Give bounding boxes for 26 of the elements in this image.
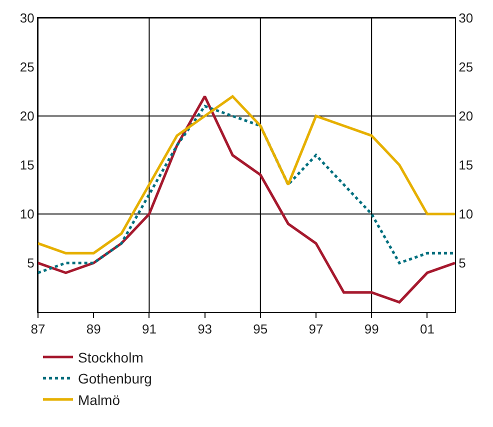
x-tick-label: 93 [198,322,212,337]
x-tick-label: 99 [364,322,379,337]
y2-tick-label: 10 [20,206,34,222]
y2-tick-label: 25 [20,60,34,75]
y-tick-label: 10 [458,206,474,222]
legend-label: Stockholm [78,349,144,366]
line-series [38,95,455,254]
x-tick-label: 97 [308,322,324,337]
line-series [38,104,455,274]
legend-label: Gothenburg [78,370,152,387]
y2-tick-label: 20 [20,108,34,124]
line-series [38,95,455,304]
y2-tick-label: 30 [20,10,34,26]
x-tick-label: 95 [253,322,268,337]
legend-label: Malmö [78,392,120,408]
y-tick-label: 20 [458,108,474,124]
y2-tick-label: 15 [20,158,34,173]
x-tick-label: 89 [86,322,101,337]
y-tick-label: 15 [458,158,474,173]
y-tick-label: 30 [458,10,474,26]
y2-tick-label: 5 [27,256,34,271]
y-tick-label: 25 [458,60,474,75]
x-tick-label: 01 [420,322,434,337]
x-tick-label: 91 [142,322,156,337]
y-tick-label: 5 [458,256,466,271]
x-tick-label: 87 [30,322,46,337]
